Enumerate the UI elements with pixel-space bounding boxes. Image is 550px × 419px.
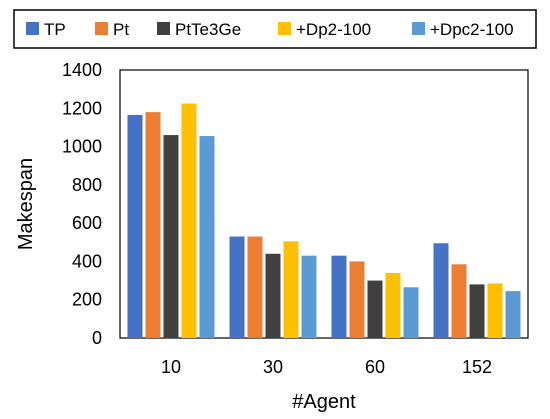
bar-dp2-100-10 — [181, 103, 197, 338]
bar-tp-60 — [331, 255, 347, 338]
bar-pt-30 — [247, 236, 263, 338]
y-tick-label: 1200 — [62, 98, 102, 118]
y-tick-label: 800 — [72, 175, 102, 195]
y-tick-label: 600 — [72, 213, 102, 233]
y-tick-label: 1400 — [62, 60, 102, 80]
bar-dp2-100-30 — [283, 241, 299, 338]
legend-label: Pt — [113, 20, 129, 39]
bar-pt-10 — [145, 112, 161, 338]
legend-label: +Dp2-100 — [296, 20, 371, 39]
legend-swatch — [157, 22, 170, 35]
bar-ptte3ge-30 — [265, 253, 281, 338]
bar-ptte3ge-152 — [469, 284, 485, 338]
legend-swatch — [26, 22, 39, 35]
legend-label: +Dpc2-100 — [430, 20, 514, 39]
y-tick-label: 0 — [92, 328, 102, 348]
legend-swatch — [95, 22, 108, 35]
legend: TP Pt PtTe3Ge +Dp2-100 +Dpc2-100 — [13, 9, 537, 49]
y-tick-label: 1000 — [62, 137, 102, 157]
bar-pt-60 — [349, 261, 365, 338]
bar-dp2-100-152 — [487, 283, 503, 338]
bar-dpc2-100-152 — [505, 291, 521, 338]
bar-dpc2-100-30 — [301, 255, 317, 338]
x-axis-title: #Agent — [292, 391, 356, 413]
x-tick-label: 30 — [263, 357, 283, 377]
x-tick-label: 152 — [462, 357, 492, 377]
y-axis-title: Makespan — [15, 158, 37, 250]
bar-pt-152 — [451, 264, 467, 338]
x-tick-label: 60 — [365, 357, 385, 377]
x-tick-label: 10 — [161, 357, 181, 377]
legend-label: TP — [44, 20, 66, 39]
bar-dp2-100-60 — [385, 272, 401, 338]
bar-tp-10 — [127, 114, 143, 338]
bar-ptte3ge-60 — [367, 280, 383, 338]
plot-area: 0 200 400 600 800 1000 1200 1400 10 30 60 152 — [62, 60, 529, 377]
legend-swatch — [278, 22, 291, 35]
bar-dpc2-100-10 — [199, 136, 215, 338]
legend-label: PtTe3Ge — [175, 20, 241, 39]
y-tick-label: 400 — [72, 251, 102, 271]
bar-tp-152 — [433, 243, 449, 338]
legend-swatch — [412, 22, 425, 35]
bar-ptte3ge-10 — [163, 135, 179, 338]
plot-frame — [119, 69, 529, 339]
bar-dpc2-100-60 — [403, 287, 419, 338]
y-tick-label: 200 — [72, 290, 102, 310]
bar-tp-30 — [229, 236, 245, 338]
